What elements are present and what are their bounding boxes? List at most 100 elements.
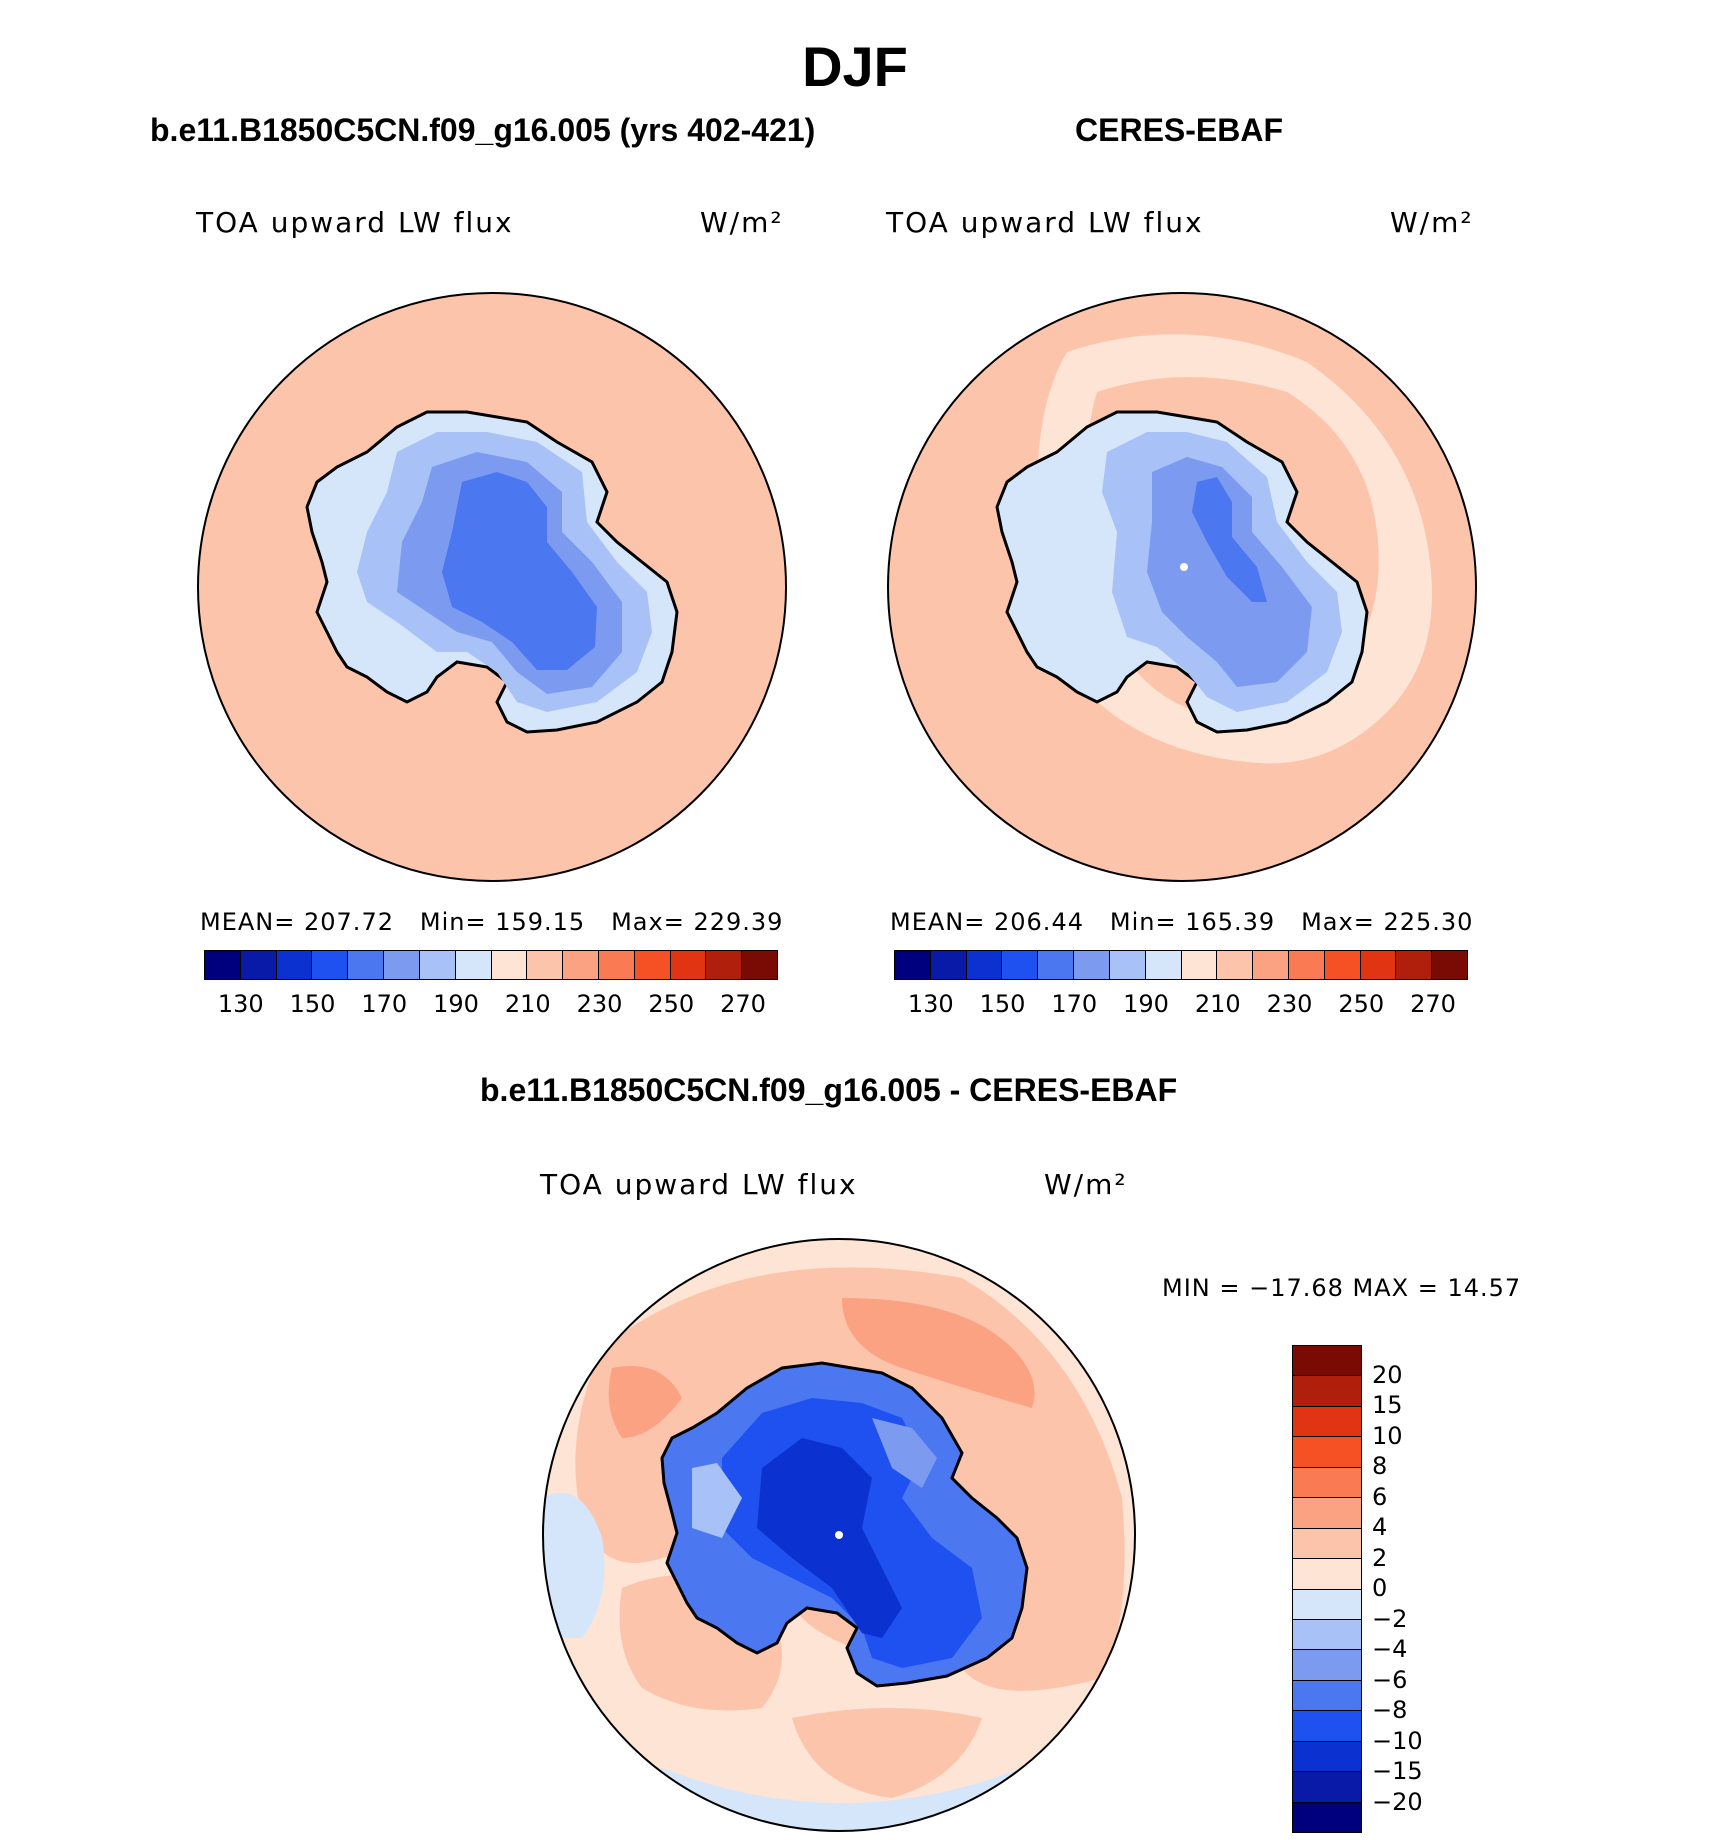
model-mean-value: 207.72 [304,908,394,936]
colorbar-tick-label: 190 [433,990,479,1018]
obs-min-value: 165.39 [1185,908,1276,936]
obs-min-label: Min= [1109,908,1177,936]
diff-colorbar-swatch [1293,1406,1361,1438]
colorbar-tick-label: −8 [1372,1696,1408,1724]
obs-units-label: W/m² [1390,206,1474,239]
colorbar-tick-label: 130 [217,990,264,1018]
colorbar-tick-label: −6 [1372,1665,1408,1694]
abs-colorbar-swatch [966,951,1003,979]
colorbar-tick-label: 15 [1372,1391,1403,1419]
abs-colorbar-swatch [895,951,931,979]
model-max-label: Max= [611,908,685,936]
abs-colorbar-swatch [1181,951,1218,979]
colorbar-tick-label: −15 [1372,1757,1423,1785]
abs-colorbar-swatch [634,951,671,979]
colorbar-tick-label: 230 [1266,990,1313,1018]
abs-colorbar-swatch [312,951,349,979]
colorbar-tick-label: −10 [1372,1726,1423,1755]
figure-title: DJF [802,35,908,98]
diff-colorbar-swatch [1293,1772,1361,1803]
abs-colorbar-swatch [1002,951,1039,979]
abs-colorbar-swatch [1253,951,1289,979]
model-min-value: 159.15 [495,908,586,936]
model-panel-title: b.e11.B1850C5CN.f09_g16.005 (yrs 402-421… [150,112,816,148]
colorbar-tick-label: 250 [1338,990,1385,1018]
diff-units-label: W/m² [1044,1168,1128,1201]
model-max-value: 229.39 [693,908,784,936]
abs-colorbar-swatch [930,951,967,979]
abs-colorbar-swatch [1396,951,1433,979]
abs-colorbar-swatch [1109,951,1146,979]
model-stats: MEAN= 207.72 Min= 159.15 Max= 229.39 [200,908,783,936]
diff-colorbar-swatch [1293,1589,1361,1620]
colorbar-tick-label: 250 [648,990,695,1018]
abs-colorbar-swatch [527,951,564,979]
model-units-label: W/m² [700,206,784,239]
abs-colorbar-swatch [384,951,420,979]
colorbar-tick-label: −4 [1372,1635,1408,1663]
abs-colorbar-swatch [455,951,492,979]
diff-colorbar [1292,1345,1362,1833]
abs-colorbar-swatch [1038,951,1075,979]
colorbar-tick-label: 8 [1372,1452,1388,1480]
abs-colorbar-swatch [240,951,277,979]
diff-colorbar-swatch [1293,1802,1361,1832]
model-min-label: Min= [419,908,487,936]
abs-colorbar-swatch [670,951,707,979]
diff-panel-title: b.e11.B1850C5CN.f09_g16.005 - CERES-EBAF [480,1072,1178,1108]
colorbar-tick-label: 270 [720,990,766,1018]
abs-colorbar-swatch [598,951,635,979]
abs-colorbar-swatch [348,951,385,979]
abs-colorbar-swatch [1074,951,1110,979]
colorbar-tick-label: 130 [907,990,954,1018]
colorbar-tick-label: 170 [1051,990,1098,1018]
diff-colorbar-swatch [1293,1559,1361,1590]
obs-polar-map [887,292,1477,882]
abs-colorbar-swatch [491,951,528,979]
abs-colorbar-swatch [563,951,599,979]
colorbar-tick-label: 2 [1372,1543,1388,1572]
diff-colorbar-swatch [1293,1346,1361,1377]
colorbar-tick-label: 210 [1194,990,1241,1018]
diff-colorbar-swatch [1293,1711,1361,1742]
diff-colorbar-swatch [1293,1437,1361,1468]
model-mean-label: MEAN= [200,908,296,936]
abs-colorbar-swatch [1360,951,1397,979]
colorbar-tick-label: 190 [1123,990,1169,1018]
diff-minmax: MIN = −17.68 MAX = 14.57 [1162,1274,1522,1302]
diff-variable-label: TOA upward LW flux [540,1168,858,1201]
abs-colorbar-swatch [419,951,456,979]
obs-panel-title: CERES-EBAF [1075,112,1284,148]
diff-colorbar-swatch [1293,1680,1361,1712]
abs-colorbar-swatch [706,951,743,979]
colorbar-tick-label: 150 [289,990,336,1018]
obs-mean-label: MEAN= [890,908,986,936]
diff-polar-map [542,1238,1136,1832]
obs-variable-label: TOA upward LW flux [886,206,1204,239]
abs-colorbar-swatch [205,951,241,979]
model-colorbar [204,950,778,980]
colorbar-tick-label: −20 [1372,1787,1423,1816]
diff-colorbar-swatch [1293,1376,1361,1407]
obs-mean-value: 206.44 [994,908,1084,936]
colorbar-tick-label: 150 [979,990,1026,1018]
colorbar-tick-label: 10 [1372,1421,1403,1450]
abs-colorbar-swatch [1145,951,1182,979]
colorbar-tick-label: 4 [1372,1513,1388,1541]
colorbar-tick-label: 20 [1372,1360,1403,1389]
abs-colorbar-swatch [742,951,777,979]
diff-colorbar-swatch [1293,1528,1361,1560]
abs-colorbar-swatch [1288,951,1325,979]
diff-colorbar-swatch [1293,1741,1361,1773]
colorbar-tick-label: 6 [1372,1482,1388,1511]
obs-max-value: 225.30 [1383,908,1474,936]
abs-colorbar-swatch [1432,951,1467,979]
colorbar-tick-label: 230 [576,990,623,1018]
diff-colorbar-swatch [1293,1498,1361,1529]
obs-colorbar [894,950,1468,980]
obs-max-label: Max= [1301,908,1375,936]
diff-colorbar-swatch [1293,1619,1361,1651]
abs-colorbar-swatch [1324,951,1361,979]
colorbar-tick-label: 0 [1372,1574,1388,1602]
colorbar-tick-label: 270 [1410,990,1456,1018]
